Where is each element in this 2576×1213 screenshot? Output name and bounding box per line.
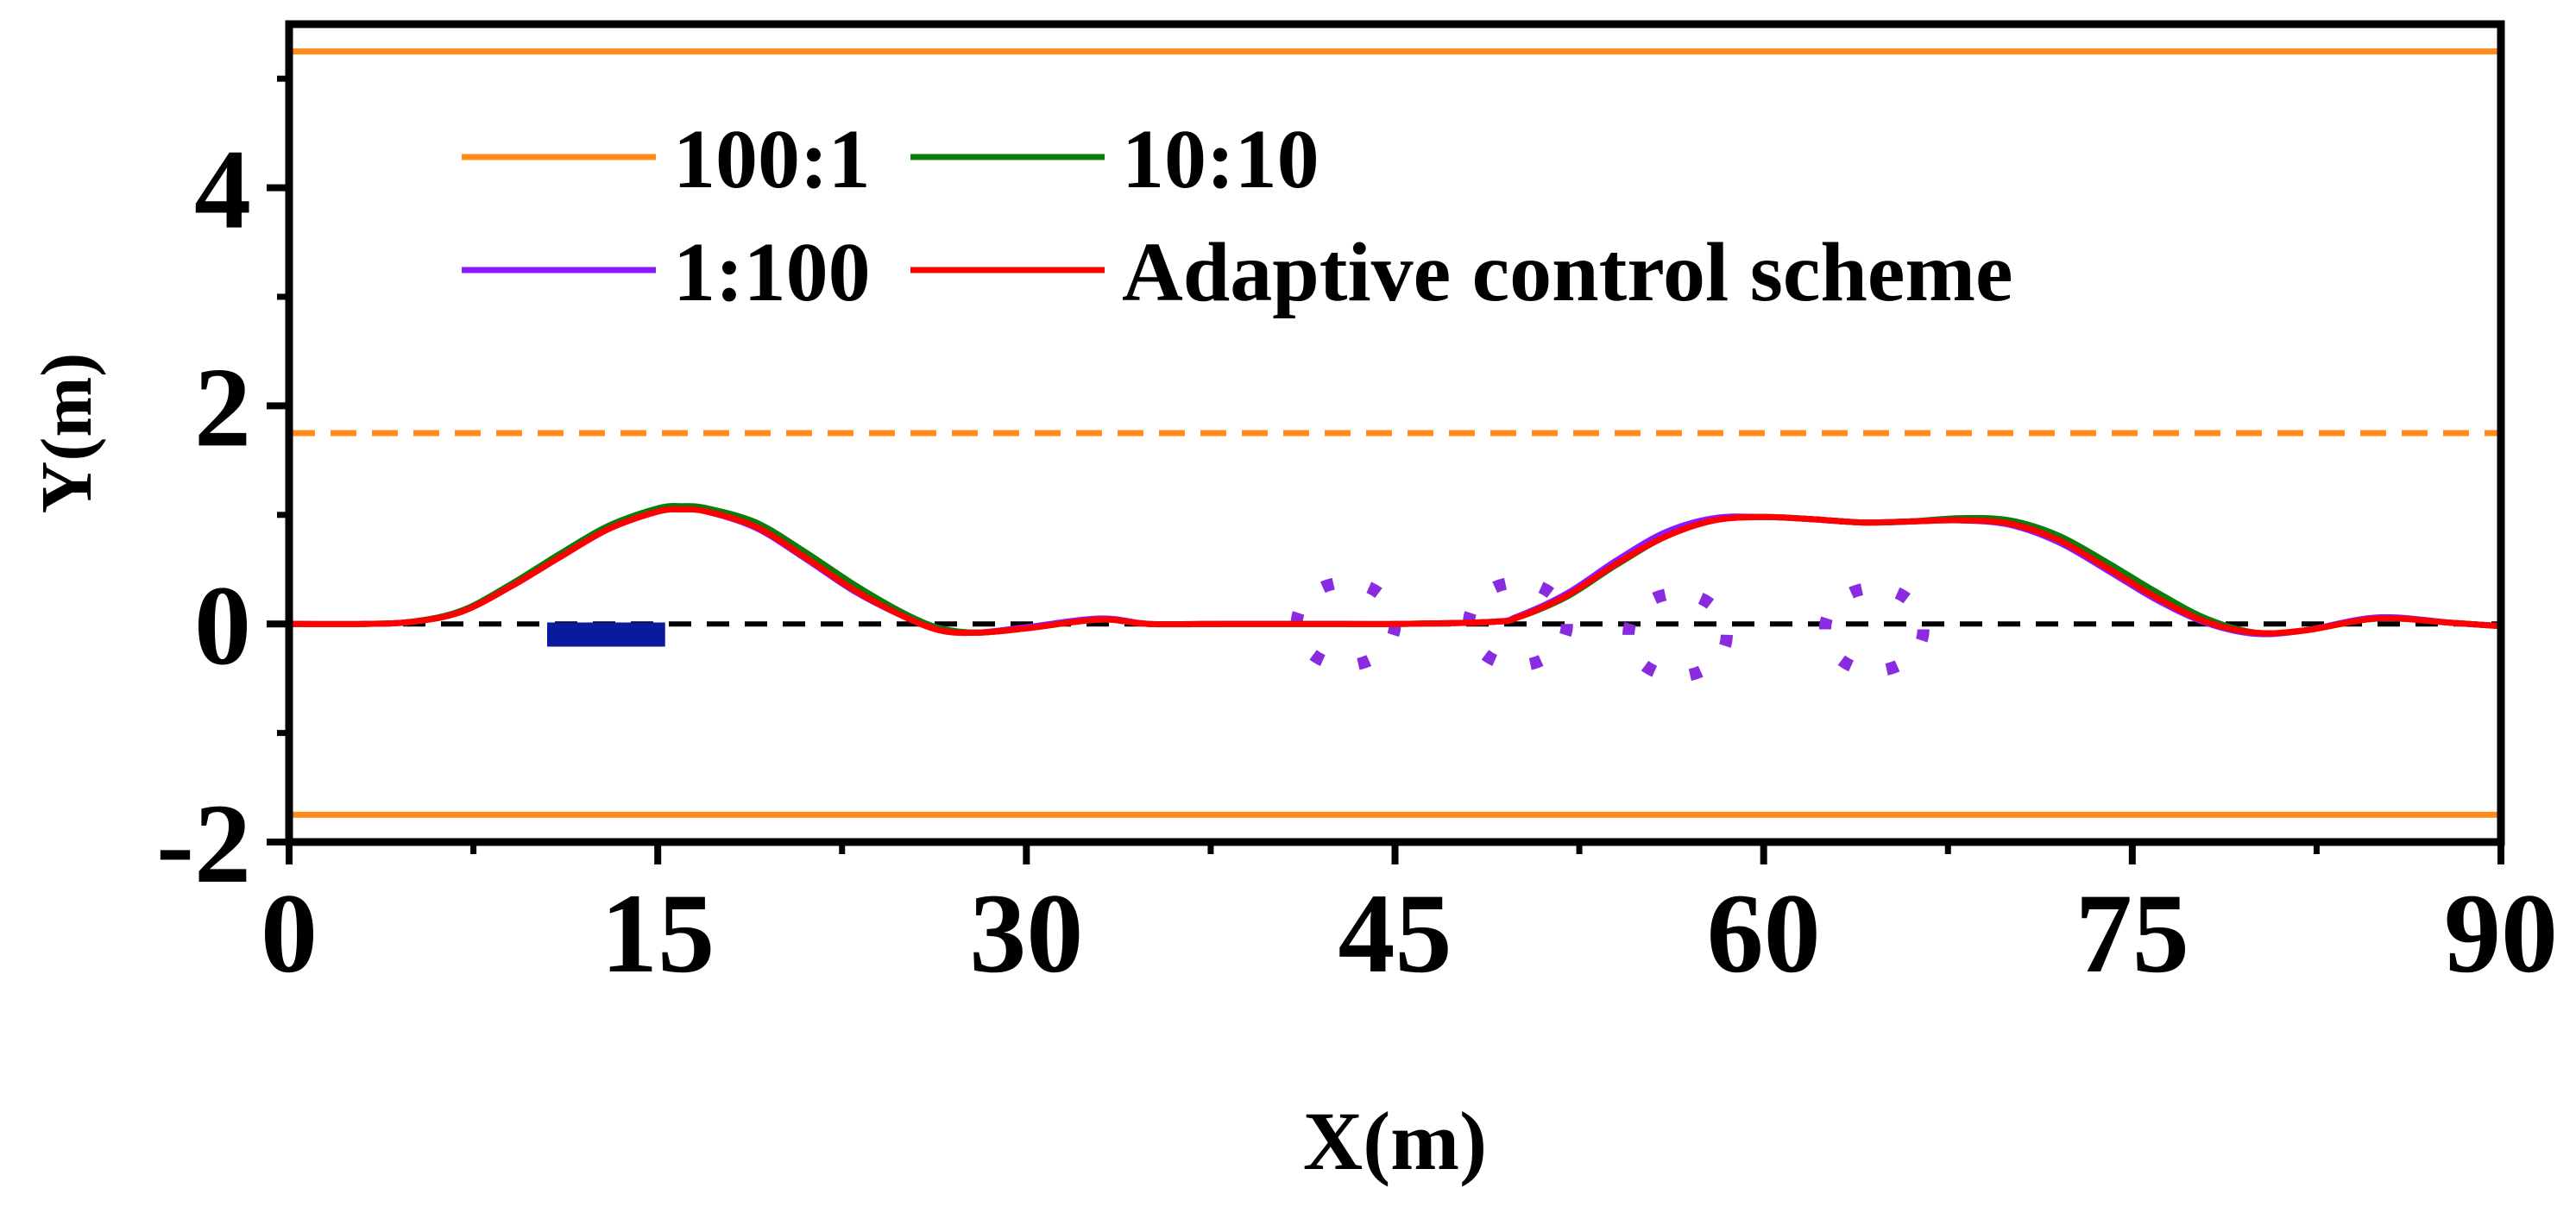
y-ticks: -2 0 2 4 (156, 75, 289, 907)
x-tick-label: 75 (2075, 870, 2189, 996)
y-tick-label: -2 (156, 780, 251, 907)
obstacle-3 (1622, 587, 1733, 682)
obstacle-2 (1462, 576, 1573, 672)
x-tick-label: 60 (1707, 870, 1821, 996)
legend: 100:1 10:10 1:100 Adaptive control scheme (462, 113, 2013, 319)
x-ticks: 0 15 30 45 60 75 90 (261, 842, 2558, 996)
obstacle-4 (1818, 581, 1930, 677)
series-line-1-100 (288, 506, 2502, 638)
x-tick-label: 0 (261, 870, 318, 996)
legend-label: 10:10 (1122, 113, 1319, 206)
reference-lines (289, 48, 2501, 818)
x-tick-label: 45 (1338, 870, 1452, 996)
x-tick-label: 90 (2444, 870, 2558, 996)
series-lines (288, 502, 2502, 638)
series-line-adaptive-control-scheme (288, 506, 2502, 637)
vehicle-group (547, 622, 665, 647)
legend-label: 1:100 (673, 226, 871, 319)
x-tick-label: 30 (969, 870, 1083, 996)
y-tick-label: 2 (194, 343, 251, 470)
legend-label: Adaptive control scheme (1122, 226, 2013, 319)
vehicle (547, 622, 665, 647)
x-axis-title: X(m) (1303, 1095, 1487, 1187)
obstacles (1290, 576, 1930, 682)
y-tick-label: 4 (194, 126, 251, 253)
y-axis-title: Y(m) (27, 353, 107, 514)
legend-label: 100:1 (673, 113, 871, 206)
x-tick-label: 15 (601, 870, 715, 996)
y-tick-label: 0 (194, 562, 251, 688)
